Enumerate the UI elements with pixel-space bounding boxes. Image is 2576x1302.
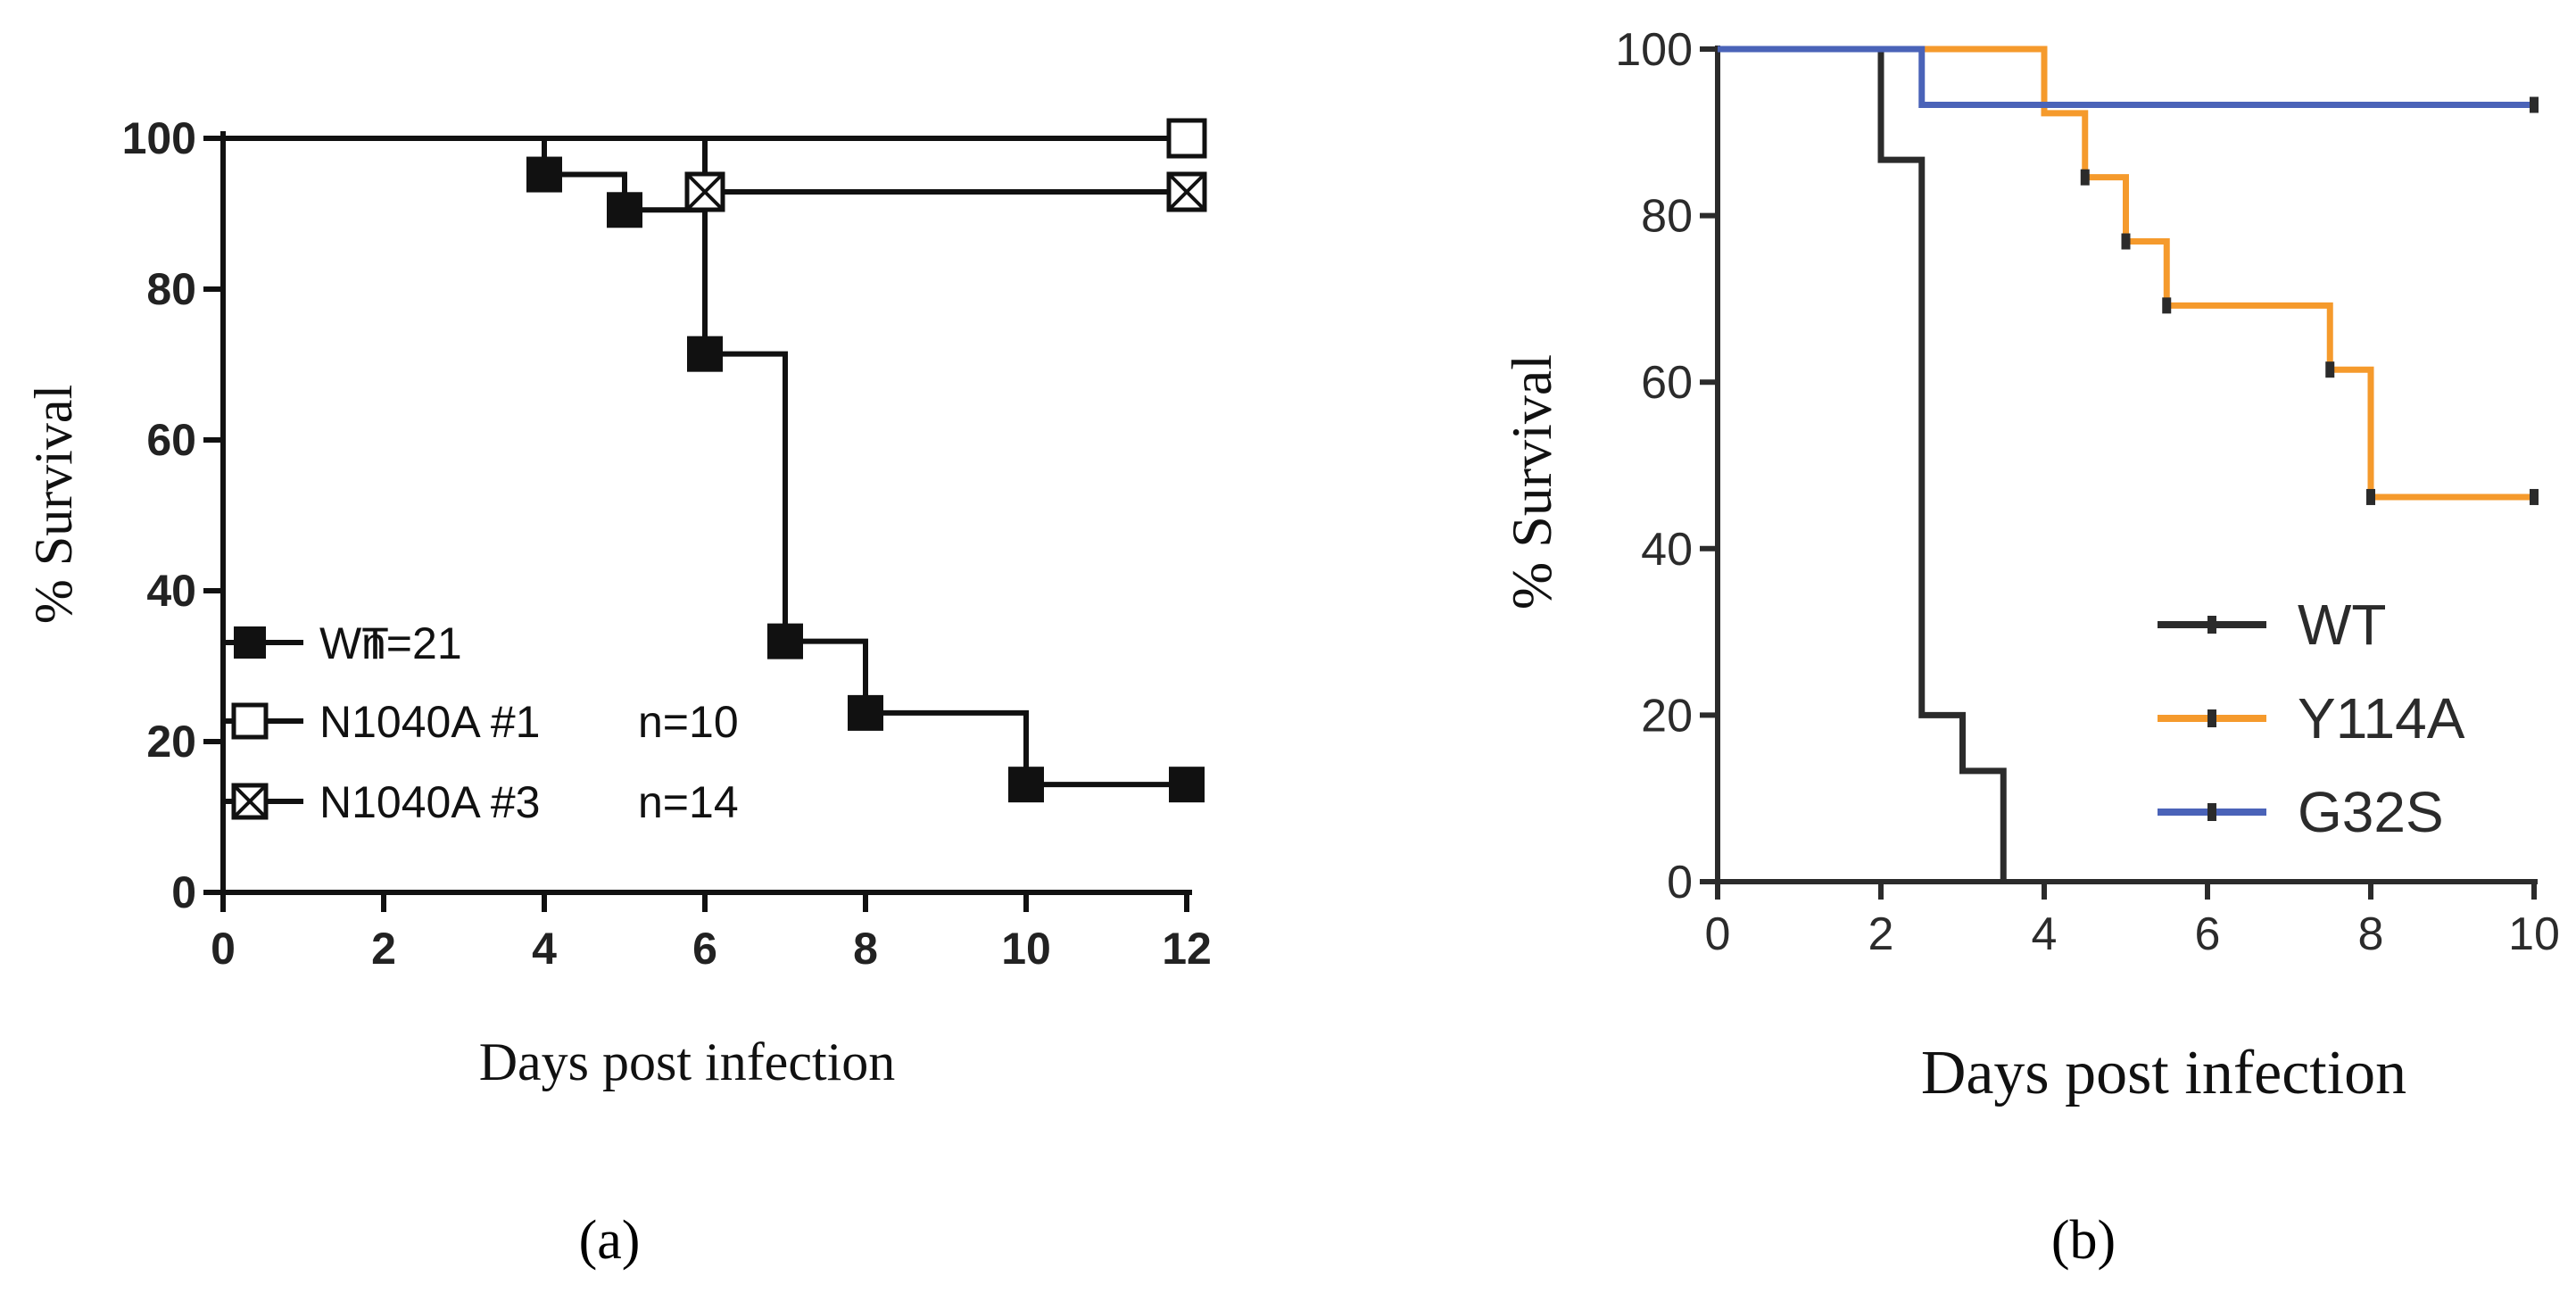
x-axis-title: Days post infection [1921,1039,2406,1107]
legend-label-2: G32S [2298,780,2444,844]
x-tick-label: 4 [2032,908,2058,960]
data-point-0 [1169,767,1205,803]
series-line-1 [1718,46,2534,501]
y-tick-label: 80 [1641,191,1693,243]
legend-label-1: N1040A #1 [319,697,540,747]
legend-label-0: WT [319,618,389,668]
censor-tick-1 [2530,488,2539,505]
panel-b-label: (b) [2051,1210,2116,1271]
y-axis-title: % Survival [1500,354,1563,610]
legend-marker-2 [231,783,269,820]
x-tick-label: 10 [1001,924,1051,974]
x-tick-label: 8 [2358,908,2384,960]
legend-label-0: WT [2298,593,2387,657]
series-line-2 [223,136,1187,195]
data-point-0 [1008,767,1044,803]
x-tick-label: 4 [532,924,557,974]
legend-marker-0 [234,626,266,659]
legend-n-2: n=14 [638,777,739,827]
panel-a-chart: 0 20 40 60 80 100 0 2 4 6 8 10 12 Days post infection… [24,113,1212,1091]
x-tick-label: 8 [853,924,878,974]
legend-marker-1-box [231,702,269,740]
data-point-2-cross-b [1167,172,1206,211]
data-point-0 [526,156,562,193]
legend-n-1: n=10 [638,697,739,747]
x-tick-label: 12 [1162,924,1212,974]
censor-tick-1 [2080,169,2090,186]
y-tick-label: 20 [1641,690,1693,742]
data-point-2 [1166,171,1207,212]
data-point-1 [1166,118,1207,159]
x-tick-label: 2 [371,924,396,974]
y-tick-label: 0 [171,867,196,917]
series-line-0 [1718,46,2007,882]
censor-tick-1 [2325,361,2335,378]
censor-tick-2 [2530,96,2539,113]
x-tick-label: 6 [692,924,717,974]
censor-tick-1 [2121,233,2131,250]
y-tick-label: 100 [122,113,196,163]
y-tick-label: 0 [1667,857,1693,908]
x-tick-label: 10 [2508,908,2560,960]
legend-marker-2-cross-b [232,784,268,819]
x-axis-title: Days post infection [479,1032,896,1091]
censor-tick-1 [2366,488,2375,505]
y-tick-label: 60 [1641,357,1693,409]
x-tick-label: 0 [211,924,236,974]
legend-tick-2 [2207,803,2216,821]
censor-tick-1 [2162,297,2172,314]
data-point-2-cross-b [685,172,725,211]
series-line-0 [223,136,1187,788]
x-tick-label: 2 [1868,908,1894,960]
panel-b-chart: 0 20 40 60 80 100 0 2 4 6 8 10 Days post infection % … [1500,24,2560,1107]
legend-n-0: n=21 [361,618,462,668]
x-tick-label: 6 [2195,908,2221,960]
legend-label-1: Y114A [2298,686,2465,751]
y-tick-label: 40 [1641,524,1693,576]
y-tick-label: 40 [146,566,196,616]
series-line-2 [1718,46,2534,109]
legend-marker-1 [231,702,269,740]
y-tick-label: 20 [146,717,196,767]
y-tick-label: 60 [146,415,196,465]
data-point-1-box [1166,118,1207,159]
x-tick-label: 0 [1705,908,1731,960]
y-tick-label: 80 [146,264,196,314]
legend-label-2: N1040A #3 [319,777,540,827]
data-point-2 [684,171,725,212]
data-point-0 [848,694,883,731]
y-tick-label: 100 [1615,24,1693,76]
data-point-0 [767,623,803,659]
data-point-0 [687,336,723,372]
legend-tick-0 [2207,616,2216,634]
panel-a-label: (a) [579,1210,641,1271]
legend-tick-1 [2207,709,2216,727]
data-point-0 [607,192,642,228]
y-axis-title: % Survival [24,385,83,624]
